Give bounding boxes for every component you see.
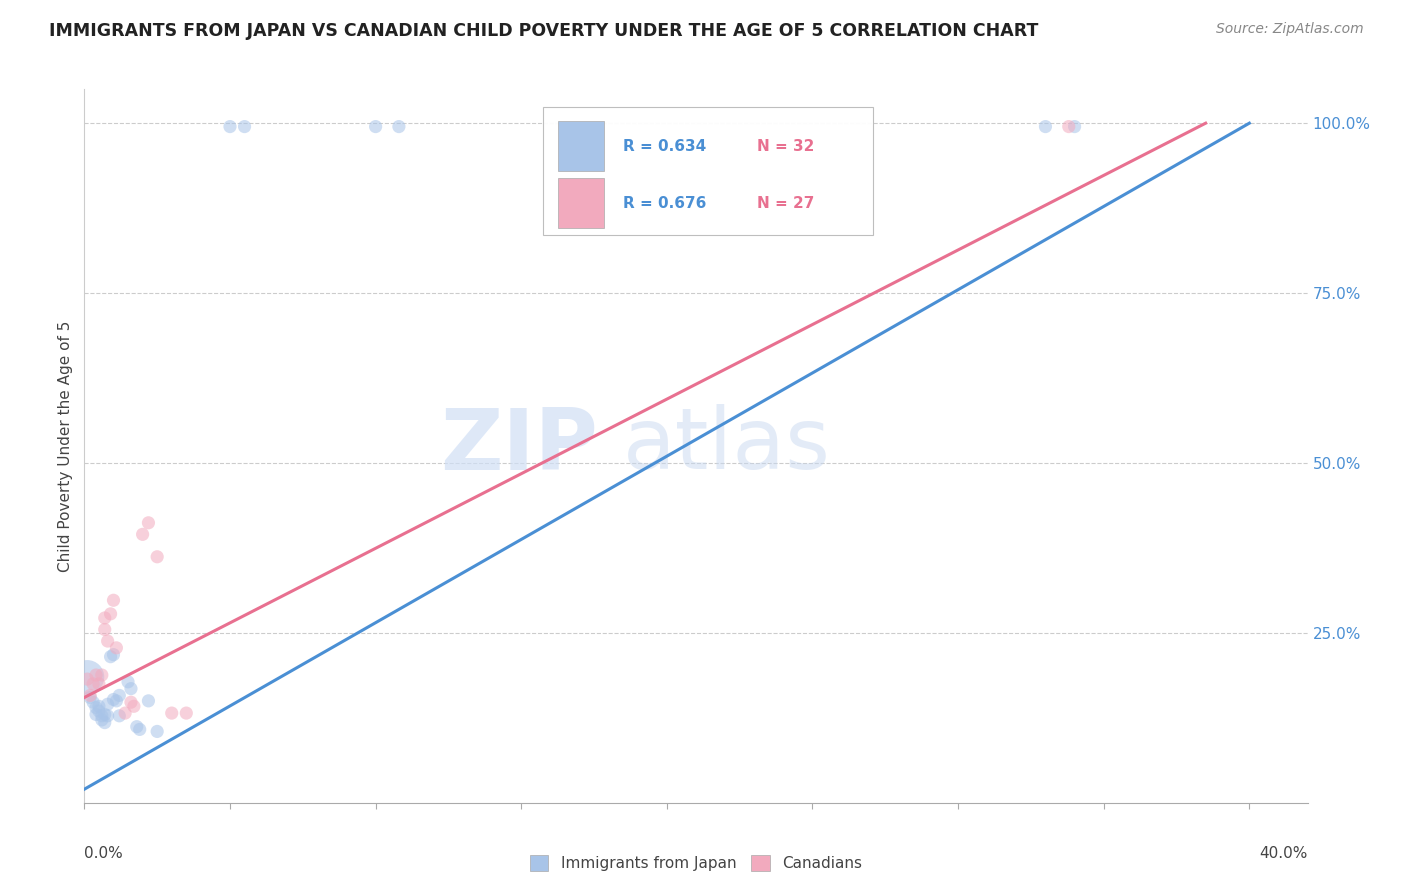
Text: R = 0.634: R = 0.634 bbox=[623, 139, 706, 153]
Point bbox=[87, 677, 110, 691]
Point bbox=[138, 694, 160, 708]
Point bbox=[84, 707, 107, 722]
Point bbox=[90, 708, 112, 723]
Point bbox=[97, 698, 120, 712]
Text: R = 0.676: R = 0.676 bbox=[623, 196, 706, 211]
Point bbox=[128, 723, 150, 737]
Point bbox=[76, 670, 98, 684]
Point bbox=[90, 713, 112, 727]
Point bbox=[97, 634, 120, 648]
Point bbox=[93, 715, 115, 730]
Point bbox=[120, 681, 142, 696]
Point bbox=[108, 689, 131, 703]
Point bbox=[103, 648, 125, 662]
FancyBboxPatch shape bbox=[543, 107, 873, 235]
Text: IMMIGRANTS FROM JAPAN VS CANADIAN CHILD POVERTY UNDER THE AGE OF 5 CORRELATION C: IMMIGRANTS FROM JAPAN VS CANADIAN CHILD … bbox=[49, 22, 1039, 40]
Point bbox=[105, 694, 128, 708]
Legend: Immigrants from Japan, Canadians: Immigrants from Japan, Canadians bbox=[524, 849, 868, 877]
Point bbox=[82, 677, 104, 691]
FancyBboxPatch shape bbox=[558, 121, 605, 171]
Point bbox=[87, 704, 110, 718]
Text: Source: ZipAtlas.com: Source: ZipAtlas.com bbox=[1216, 22, 1364, 37]
Text: 0.0%: 0.0% bbox=[84, 846, 124, 861]
Point bbox=[90, 668, 112, 682]
Point bbox=[93, 623, 115, 637]
Point bbox=[1057, 120, 1080, 134]
Point bbox=[219, 120, 242, 134]
Point bbox=[125, 720, 148, 734]
Point bbox=[120, 695, 142, 709]
Text: N = 27: N = 27 bbox=[758, 196, 814, 211]
Point bbox=[103, 593, 125, 607]
Point bbox=[117, 674, 139, 689]
Point bbox=[388, 120, 411, 134]
Point bbox=[100, 649, 122, 664]
Point bbox=[79, 690, 101, 705]
Point bbox=[84, 668, 107, 682]
Text: ZIP: ZIP bbox=[440, 404, 598, 488]
Point bbox=[138, 516, 160, 530]
Point bbox=[108, 708, 131, 723]
Text: 40.0%: 40.0% bbox=[1260, 846, 1308, 861]
Point bbox=[87, 699, 110, 714]
Point bbox=[233, 120, 256, 134]
Point bbox=[100, 607, 122, 621]
Point bbox=[1035, 120, 1057, 134]
Point bbox=[79, 689, 101, 703]
Point bbox=[76, 672, 98, 686]
Text: N = 32: N = 32 bbox=[758, 139, 814, 153]
Point bbox=[122, 699, 145, 714]
Point bbox=[160, 706, 183, 720]
Point bbox=[82, 695, 104, 709]
Point bbox=[93, 707, 115, 722]
Point bbox=[174, 706, 197, 720]
Point bbox=[131, 527, 153, 541]
Point bbox=[103, 692, 125, 706]
Point bbox=[364, 120, 387, 134]
Point bbox=[84, 700, 107, 714]
Point bbox=[93, 611, 115, 625]
Y-axis label: Child Poverty Under the Age of 5: Child Poverty Under the Age of 5 bbox=[58, 320, 73, 572]
Text: atlas: atlas bbox=[623, 404, 831, 488]
Point bbox=[146, 549, 169, 564]
Point bbox=[105, 640, 128, 655]
FancyBboxPatch shape bbox=[558, 178, 605, 228]
Point bbox=[114, 706, 136, 720]
Point bbox=[146, 724, 169, 739]
Point bbox=[97, 708, 120, 723]
Point bbox=[1063, 120, 1085, 134]
